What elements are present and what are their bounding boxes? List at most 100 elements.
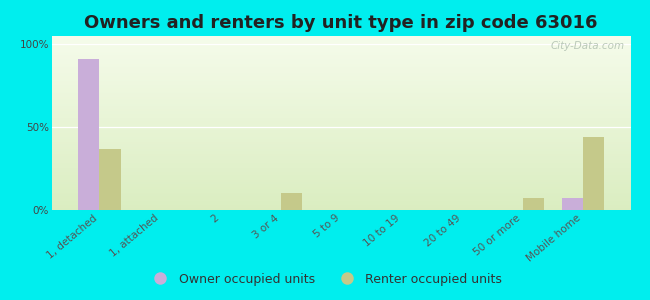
Bar	[562, 198, 583, 210]
Bar	[52, 52, 630, 53]
Bar	[52, 69, 630, 71]
Bar	[52, 125, 630, 127]
Bar	[52, 36, 630, 38]
Bar	[52, 170, 630, 172]
Bar	[52, 76, 630, 78]
Bar	[52, 200, 630, 201]
Bar	[52, 127, 630, 128]
Bar	[52, 93, 630, 95]
Bar	[52, 142, 630, 144]
Bar	[52, 43, 630, 45]
Bar	[52, 175, 630, 177]
Bar	[52, 57, 630, 58]
Bar	[52, 144, 630, 146]
Bar	[52, 168, 630, 170]
Bar	[52, 102, 630, 104]
Bar	[52, 99, 630, 100]
Bar	[52, 163, 630, 165]
Bar	[52, 106, 630, 107]
Bar	[52, 172, 630, 173]
Bar	[52, 153, 630, 154]
Bar	[52, 83, 630, 85]
Bar	[52, 158, 630, 160]
Bar	[52, 67, 630, 69]
Bar	[52, 134, 630, 135]
Bar	[52, 121, 630, 123]
Bar	[52, 161, 630, 163]
Bar	[52, 194, 630, 196]
Bar	[52, 100, 630, 102]
Bar	[52, 130, 630, 132]
Legend: Owner occupied units, Renter occupied units: Owner occupied units, Renter occupied un…	[143, 268, 507, 291]
Bar	[52, 179, 630, 180]
Bar	[52, 137, 630, 139]
Bar	[52, 177, 630, 179]
Bar	[52, 80, 630, 81]
Bar	[52, 53, 630, 55]
Bar	[52, 60, 630, 62]
Bar	[52, 123, 630, 125]
Bar	[52, 73, 630, 74]
Bar	[52, 201, 630, 203]
Bar	[52, 189, 630, 191]
Bar	[52, 156, 630, 158]
Bar	[52, 64, 630, 66]
Bar	[52, 38, 630, 40]
Bar	[52, 74, 630, 76]
Bar	[52, 97, 630, 99]
Bar	[52, 62, 630, 64]
Bar	[52, 111, 630, 112]
Bar	[52, 41, 630, 43]
Bar	[52, 66, 630, 67]
Bar	[52, 119, 630, 121]
Bar	[52, 48, 630, 50]
Bar	[52, 81, 630, 83]
Bar	[52, 167, 630, 168]
Bar	[52, 188, 630, 189]
Text: City-Data.com: City-Data.com	[551, 41, 625, 51]
Bar	[52, 88, 630, 90]
Bar	[52, 71, 630, 73]
Bar	[52, 90, 630, 92]
Bar	[52, 107, 630, 109]
Bar	[52, 165, 630, 167]
Bar	[52, 146, 630, 147]
Bar	[52, 104, 630, 106]
Bar	[52, 139, 630, 140]
Bar	[52, 112, 630, 114]
Bar	[52, 132, 630, 134]
Bar	[52, 55, 630, 57]
Bar	[52, 198, 630, 200]
Bar	[52, 140, 630, 142]
Bar	[52, 95, 630, 97]
Bar	[52, 109, 630, 111]
Bar	[52, 78, 630, 80]
Bar	[52, 206, 630, 208]
Bar	[52, 86, 630, 88]
Bar	[52, 92, 630, 93]
Bar	[78, 59, 99, 210]
Bar	[52, 182, 630, 184]
Bar	[52, 135, 630, 137]
Bar	[52, 180, 630, 182]
Bar	[52, 58, 630, 60]
Bar	[523, 198, 544, 210]
Bar	[52, 191, 630, 193]
Bar	[52, 193, 630, 194]
Bar	[52, 40, 630, 41]
Bar	[52, 116, 630, 118]
Bar	[52, 128, 630, 130]
Bar	[52, 46, 630, 48]
Bar	[52, 184, 630, 186]
Bar	[52, 203, 630, 205]
Bar	[52, 205, 630, 206]
Bar	[52, 149, 630, 151]
Bar	[52, 85, 630, 86]
Bar	[52, 151, 630, 153]
Bar	[52, 45, 630, 46]
Title: Owners and renters by unit type in zip code 63016: Owners and renters by unit type in zip c…	[84, 14, 598, 32]
Bar	[52, 154, 630, 156]
Bar	[52, 118, 630, 119]
Bar	[99, 149, 121, 210]
Bar	[52, 114, 630, 116]
